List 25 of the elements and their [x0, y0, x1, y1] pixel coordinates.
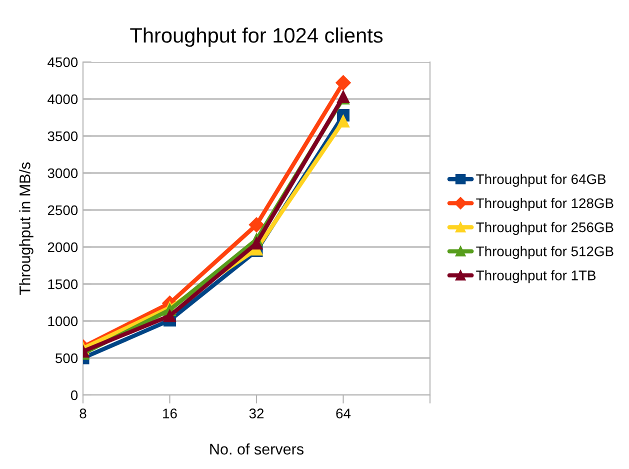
y-axis-title: Throughput in MB/s [19, 162, 34, 295]
y-tick-label: 1500 [48, 279, 78, 290]
y-tick-label: 2000 [48, 242, 78, 252]
x-tick-label: 8 [80, 408, 86, 418]
x-axis-title: No. of servers [210, 443, 304, 455]
point [337, 114, 350, 128]
chart-title: Throughput for 1024 clients [130, 27, 383, 47]
x-tick-label: 16 [163, 408, 177, 418]
y-tick-label: 4000 [48, 94, 78, 104]
legend-label: Throughput for 1TB [476, 270, 596, 284]
x-tick-label: 64 [336, 408, 351, 418]
y-tick-label: 500 [56, 353, 78, 364]
x-tick-label: 32 [249, 408, 264, 418]
y-tick-label: 3500 [48, 131, 78, 142]
y-tick-label: 1000 [48, 316, 78, 326]
y-tick-label: 2500 [48, 205, 78, 216]
legend-label: Throughput for 256GB [476, 222, 614, 235]
y-tick-label: 4500 [48, 57, 78, 68]
legend-label: Throughput for 512GB [476, 246, 614, 260]
point [248, 217, 264, 232]
y-tick-label: 0 [70, 390, 78, 400]
legend-label: Throughput for 128GB [476, 198, 614, 211]
point [336, 75, 351, 90]
y-tick-label: 3000 [48, 168, 78, 178]
legend-label: Throughput for 64GB [476, 174, 606, 187]
